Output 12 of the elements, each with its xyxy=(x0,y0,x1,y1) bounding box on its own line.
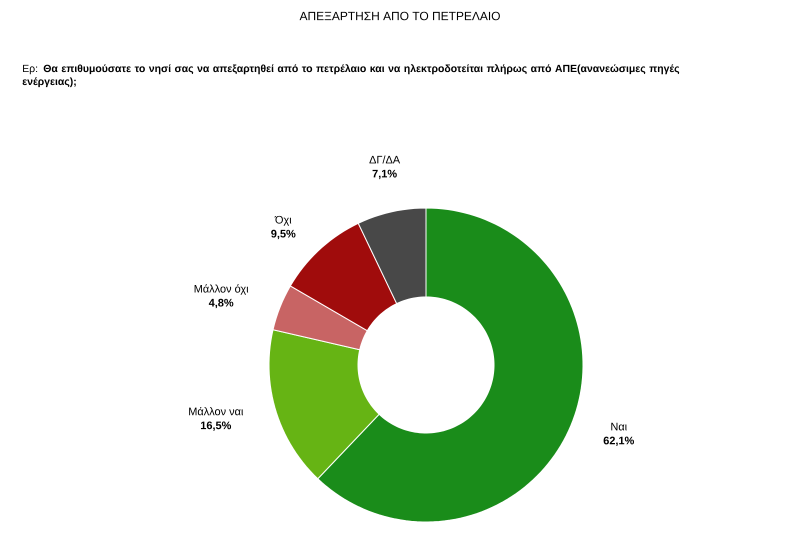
slice-label: Όχι xyxy=(274,216,292,226)
slice-label: Ναι xyxy=(611,422,627,430)
data-label: 7,1% xyxy=(372,170,397,180)
chart-title: ΑΠΕΞΑΡΤΗΣΗ ΑΠΟ ΤΟ ΠΕΤΡΕΛΑΙΟ xyxy=(300,12,500,20)
slice-label: Μάλλον ναι xyxy=(189,406,244,416)
chart-subtitle: Ερ: Θα επιθυμούσατε το νησί σας να απεξαρτηθεί από το πετρέλαιο και να ηλεκτροδοτείται πλήρως από ΑΠΕ(ανανεώσιμες πηγές ενέργειας); xyxy=(22,64,680,88)
data-label: 4,8% xyxy=(208,298,234,308)
data-label: 62,1% xyxy=(604,436,634,446)
data-label: 9,5% xyxy=(271,230,296,240)
data-label: 16,5% xyxy=(200,422,232,431)
slice-label: ΔΓ/ΔΑ xyxy=(369,155,400,164)
slice-label: Μάλλον όχι xyxy=(194,284,248,295)
